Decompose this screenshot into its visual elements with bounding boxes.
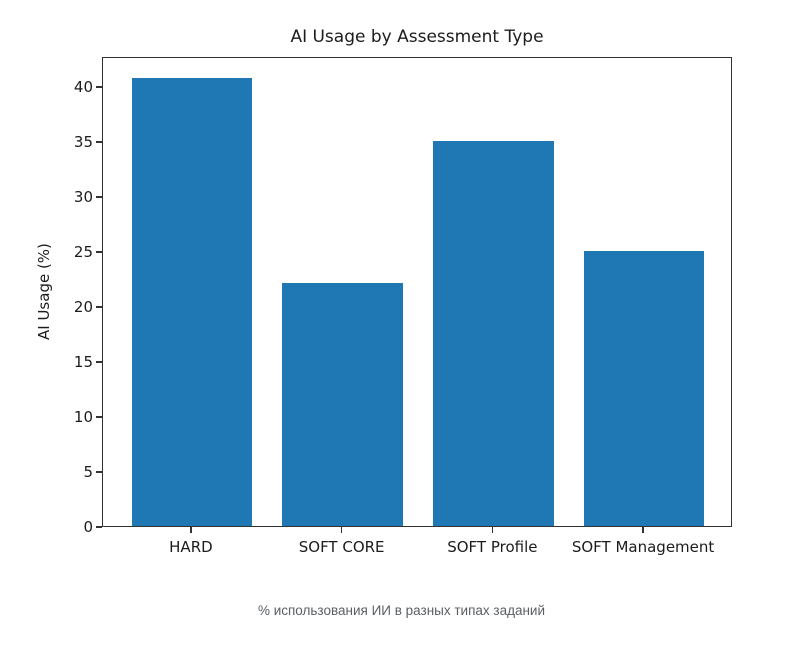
x-tick-label-soft-profile: SOFT Profile (447, 538, 538, 556)
y-tick-mark (96, 141, 102, 143)
figure-caption: % использования ИИ в разных типах задани… (257, 603, 546, 618)
y-tick-label: 15 (73, 353, 93, 372)
x-tick-mark (642, 527, 644, 533)
y-tick-mark (96, 251, 102, 253)
x-tick-label-hard: HARD (169, 538, 213, 556)
y-tick-mark (96, 196, 102, 198)
y-tick-mark (96, 526, 102, 528)
x-tick-label-soft-core: SOFT CORE (298, 538, 385, 556)
y-tick-label: 35 (73, 133, 93, 152)
bar-soft-core (282, 282, 403, 526)
bar-chart-figure: AI Usage by Assessment Type AI Usage (%)… (34, 27, 732, 556)
bar-soft-profile (433, 141, 554, 526)
y-tick-label: 25 (73, 243, 93, 262)
bar-hard (131, 78, 253, 526)
plot-area (102, 57, 732, 527)
y-tick-mark (96, 306, 102, 308)
y-axis-label: AI Usage (%) (34, 57, 54, 527)
y-tick-label: 0 (83, 518, 93, 536)
bar-soft-management (583, 251, 705, 526)
y-tick-label: 5 (83, 463, 93, 482)
y-tick-label: 30 (73, 188, 93, 207)
y-tick-mark (96, 416, 102, 418)
y-tick-label: 10 (73, 408, 93, 427)
chart-title: AI Usage by Assessment Type (290, 27, 544, 47)
y-tick-mark (96, 361, 102, 363)
y-tick-mark (96, 86, 102, 88)
y-tick-label: 40 (73, 78, 93, 97)
x-tick-label-soft-management: SOFT Management (571, 538, 715, 556)
y-tick-label: 20 (73, 298, 93, 317)
y-tick-mark (96, 471, 102, 473)
x-tick-mark (340, 527, 343, 533)
x-tick-mark (190, 527, 192, 533)
x-tick-mark (491, 527, 494, 533)
